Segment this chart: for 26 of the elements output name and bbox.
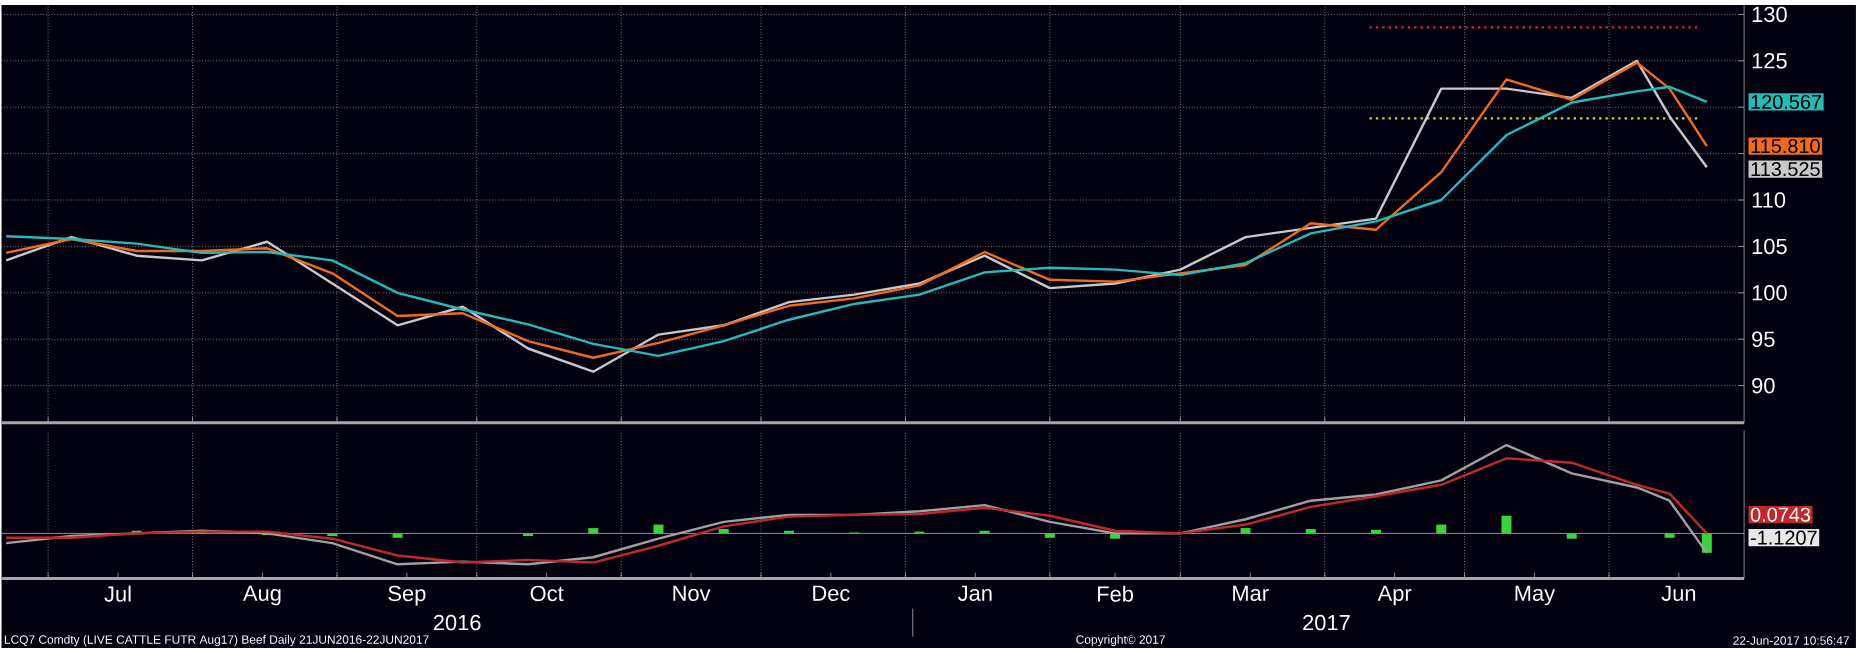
x-tick-label: Mar — [1233, 585, 1269, 601]
annotation: 113.525 — [1751, 161, 1820, 176]
x-tick-label: Aug — [242, 585, 281, 605]
x-tick-label: Oct — [530, 585, 564, 601]
text: 2016 — [433, 614, 481, 631]
x-tick-label: Nov — [673, 585, 711, 601]
text: -1.1207 — [1750, 530, 1817, 545]
y-tick-label: 130 — [1752, 6, 1787, 22]
y-tick-label: 125 — [1752, 52, 1787, 69]
x-tick-label: Jun — [1661, 585, 1696, 601]
x-tick-label: Feb — [1098, 585, 1134, 602]
x-tick-label: Sep — [388, 585, 426, 606]
x-tick-label: Jul — [104, 585, 131, 602]
annotation: 115.810 — [1751, 138, 1820, 153]
x-tick-label: May — [1515, 585, 1556, 605]
text: 2017 — [1303, 614, 1350, 631]
x-tick-label: Jan — [958, 585, 992, 601]
y-tick-label: 105 — [1752, 238, 1787, 254]
x-tick-label: Apr — [1377, 585, 1412, 605]
y-tick-label: 100 — [1752, 284, 1787, 301]
annotation: 120.567 — [1751, 94, 1822, 109]
x-tick-label: Dec — [813, 585, 850, 601]
y-tick-label: 90 — [1752, 377, 1775, 394]
y-tick-label: 110 — [1752, 191, 1786, 208]
y-tick-label: 95 — [1752, 331, 1775, 347]
text: 0.0743 — [1750, 507, 1811, 522]
